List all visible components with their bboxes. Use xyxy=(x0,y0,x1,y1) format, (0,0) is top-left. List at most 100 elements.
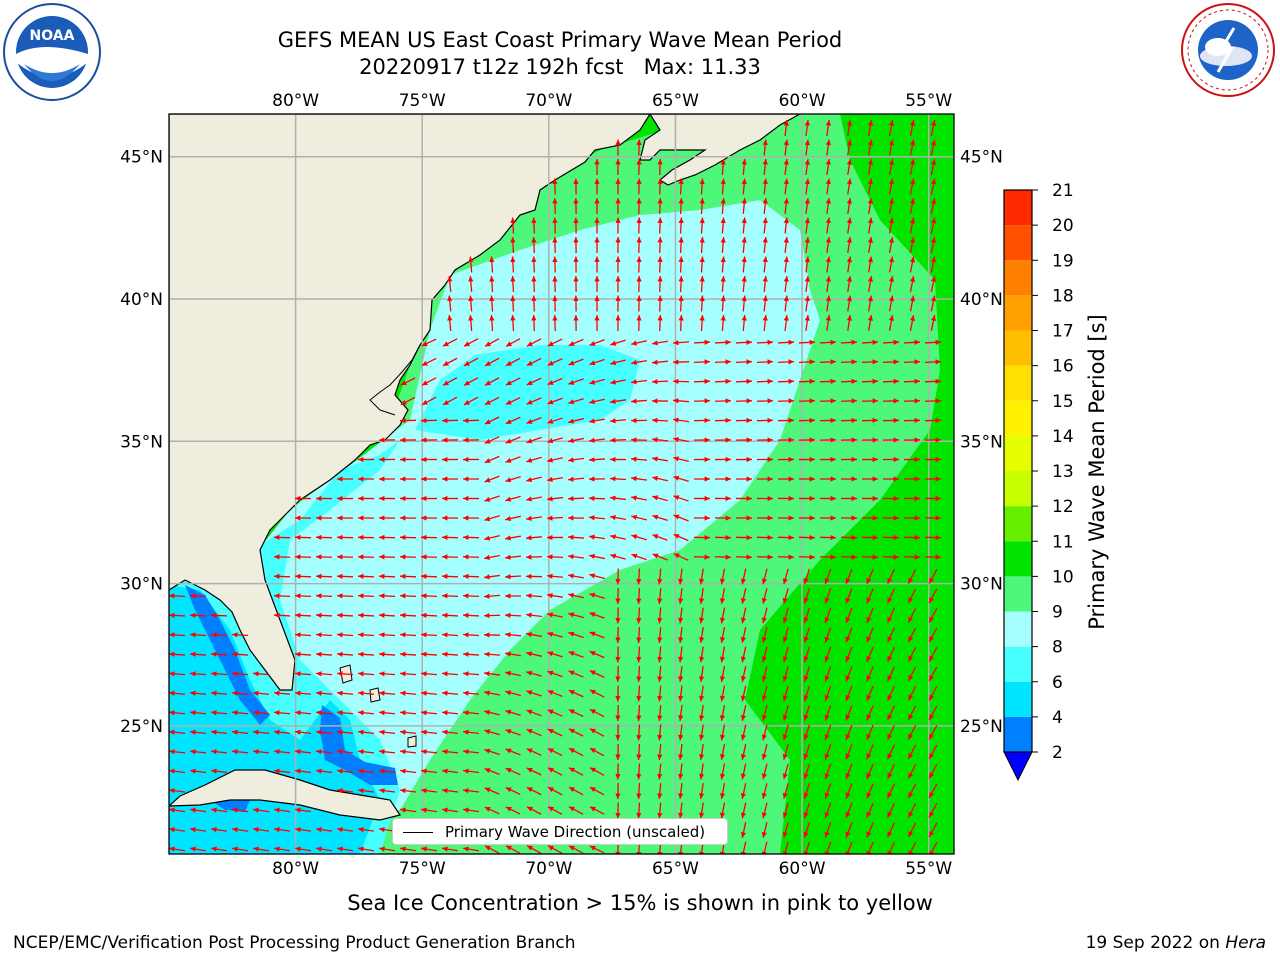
wave-arrowhead xyxy=(846,217,852,224)
wave-arrowhead xyxy=(295,690,301,696)
wave-arrowhead xyxy=(594,198,600,204)
wave-arrowhead xyxy=(867,295,874,302)
wave-arrowhead xyxy=(337,651,343,657)
wave-arrowhead xyxy=(935,378,941,385)
wave-arrowhead xyxy=(274,749,280,755)
wave-arrowhead xyxy=(358,749,364,755)
wave-arrowhead xyxy=(568,341,575,346)
wave-arrowhead xyxy=(740,792,746,799)
wave-arrowhead xyxy=(211,846,217,852)
wave-arrowhead xyxy=(909,198,916,204)
colorbar-extend-min xyxy=(1003,751,1033,782)
wave-arrowhead xyxy=(914,417,920,424)
wave-arrowhead xyxy=(447,295,453,302)
wave-arrowhead xyxy=(526,573,532,580)
wave-arrowhead xyxy=(337,515,343,521)
land-maritimes xyxy=(639,114,801,186)
wave-arrowhead xyxy=(704,476,710,482)
wave-arrowhead xyxy=(825,315,831,321)
wave-arrowhead xyxy=(887,772,893,779)
wave-arrowhead xyxy=(824,597,830,604)
wave-arrowhead xyxy=(678,178,684,185)
wave-arrowhead xyxy=(909,315,916,321)
wave-arrowhead xyxy=(615,793,621,799)
wave-arrowhead xyxy=(190,807,196,813)
wave-arrowhead xyxy=(887,616,893,623)
wave-arrowhead xyxy=(699,198,705,204)
wave-arrowhead xyxy=(463,554,469,560)
wave-arrowhead xyxy=(568,845,575,851)
wave-arrowhead xyxy=(274,690,280,696)
wave-arrowhead xyxy=(762,315,768,321)
wave-arrowhead xyxy=(337,729,343,735)
colorbar-tick-label: 18 xyxy=(1052,286,1074,306)
wave-arrowhead xyxy=(783,237,789,243)
wave-arrowhead xyxy=(788,476,794,482)
wave-arrowhead xyxy=(788,359,794,365)
wave-arrowhead xyxy=(421,593,427,599)
wave-arrowhead xyxy=(531,237,537,243)
wave-arrowhead xyxy=(830,378,836,385)
wave-arrowhead xyxy=(872,398,878,404)
wave-arrowhead xyxy=(589,592,596,598)
wave-arrowhead xyxy=(400,749,406,755)
wave-arrowhead xyxy=(824,734,830,741)
wave-arrowhead xyxy=(673,475,680,481)
wave-arrowhead xyxy=(887,792,893,799)
wave-arrowhead xyxy=(547,341,554,346)
wave-arrowhead xyxy=(526,748,533,754)
wave-arrowhead xyxy=(274,827,280,833)
wave-arrowhead xyxy=(505,806,512,812)
wave-arrowhead xyxy=(211,651,217,657)
wave-arrowhead xyxy=(379,749,385,755)
wave-arrowhead xyxy=(809,554,815,560)
wave-arrowhead xyxy=(673,553,680,559)
wave-arrowhead xyxy=(930,120,937,126)
wave-arrowhead xyxy=(935,417,941,424)
wave-arrowhead xyxy=(872,534,878,541)
nws-logo xyxy=(1178,0,1278,100)
wave-arrowhead xyxy=(678,217,684,224)
wave-arrowhead xyxy=(190,671,196,677)
wave-arrowhead xyxy=(484,651,490,657)
wave-arrowhead xyxy=(568,573,574,579)
wave-arrowhead xyxy=(337,827,343,833)
wave-arrowhead xyxy=(830,456,836,463)
wave-arrowhead xyxy=(652,379,658,385)
wave-arrowhead xyxy=(673,495,680,501)
colorbar-bin xyxy=(1004,400,1032,436)
wave-arrowhead xyxy=(358,593,364,599)
wave-arrowhead xyxy=(379,632,385,638)
wave-arrowhead xyxy=(866,831,872,838)
wave-arrow xyxy=(846,841,853,854)
wave-arrowhead xyxy=(720,295,726,302)
wave-arrowhead xyxy=(295,515,301,521)
lat-tick-label-right: 25°N xyxy=(960,717,1003,737)
wave-arrowhead xyxy=(484,787,491,793)
wave-arrowhead xyxy=(803,636,809,643)
wave-arrowhead xyxy=(761,617,767,624)
wave-arrowhead xyxy=(803,792,809,799)
wave-arrowhead xyxy=(421,554,427,560)
wave-arrowhead xyxy=(740,578,746,585)
wave-arrowhead xyxy=(867,139,874,146)
sea-ice-note: Sea Ice Concentration > 15% is shown in … xyxy=(0,891,1280,915)
wave-arrowhead xyxy=(547,457,554,463)
wave-arrowhead xyxy=(573,237,579,243)
lat-tick-label-left: 25°N xyxy=(120,717,163,737)
wave-arrowhead xyxy=(442,360,449,366)
wave-arrowhead xyxy=(615,676,621,682)
wave-arrowhead xyxy=(887,753,893,760)
wave-arrowhead xyxy=(699,676,705,682)
wave-arrowhead xyxy=(809,476,815,482)
wave-arrowhead xyxy=(358,651,364,657)
lon-tick-label-bottom: 55°W xyxy=(905,859,952,879)
wave-arrowhead xyxy=(767,554,773,560)
wave-arrowhead xyxy=(782,851,788,854)
colorbar-tick-label: 20 xyxy=(1052,216,1074,236)
wave-arrowhead xyxy=(725,515,731,521)
wave-arrowhead xyxy=(552,256,558,262)
wave-arrowhead xyxy=(803,831,809,838)
wave-arrowhead xyxy=(652,456,658,462)
wave-arrowhead xyxy=(379,827,385,833)
